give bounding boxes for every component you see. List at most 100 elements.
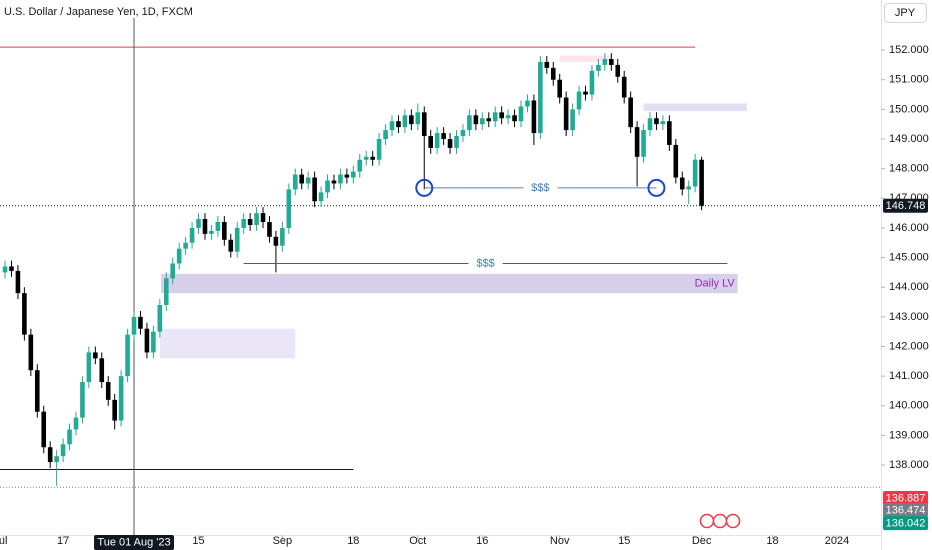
candle-body <box>499 112 504 119</box>
candle-body <box>189 227 195 243</box>
x-tick-label: Oct <box>409 535 426 547</box>
candle-body <box>112 399 117 421</box>
candle-body <box>280 227 285 246</box>
candle-body <box>196 219 201 228</box>
candle-body <box>370 156 375 160</box>
x-tick-label: ul <box>0 535 7 547</box>
candle-body <box>563 97 569 131</box>
candle-body <box>589 70 595 95</box>
candle-body <box>41 411 47 448</box>
candle-body <box>170 263 176 279</box>
event-flags <box>699 513 741 529</box>
x-tick-label: 15 <box>618 535 630 547</box>
candle-body <box>34 370 40 412</box>
price-label-box <box>883 503 928 518</box>
event-flag[interactable] <box>699 513 715 529</box>
candle-body <box>673 144 679 178</box>
candle-body <box>215 222 221 231</box>
candle-body <box>183 242 188 249</box>
x-tick-label: 18 <box>766 535 778 547</box>
candle-body <box>176 248 182 264</box>
candle-body <box>692 159 698 187</box>
candle-body <box>512 115 517 122</box>
event-flag[interactable] <box>725 513 741 529</box>
candle-body <box>583 91 588 95</box>
x-tick-label: 15 <box>192 535 204 547</box>
candle-body <box>428 136 434 148</box>
candle-body <box>93 352 98 359</box>
candle-body <box>331 180 337 184</box>
candle-body <box>209 230 214 234</box>
liquidity-circle <box>415 178 434 197</box>
candle-body <box>157 304 163 332</box>
candle-body <box>86 352 92 383</box>
candle-body <box>228 239 234 252</box>
candle-body <box>15 270 21 294</box>
candle-body <box>138 316 143 329</box>
candle-body <box>396 121 401 128</box>
candle-body <box>621 76 627 98</box>
y-tick-label: 138.000 <box>889 459 929 471</box>
x-tick-label: 17 <box>57 535 69 547</box>
candle-body <box>363 156 369 160</box>
candle-body <box>679 177 685 190</box>
candle-body <box>54 456 59 463</box>
x-tick-label: 18 <box>347 535 359 547</box>
candle-body <box>234 227 240 252</box>
candle-body <box>9 266 14 271</box>
candle-body <box>557 79 563 98</box>
crosshair-label-box <box>94 535 175 550</box>
candle-body <box>492 112 498 122</box>
currency-box[interactable] <box>884 3 927 23</box>
candle-body <box>660 121 666 125</box>
candle-body <box>667 121 672 145</box>
candle-body <box>222 222 227 240</box>
y-tick-label: 146.000 <box>889 222 929 234</box>
candle-body <box>118 376 124 421</box>
candle-body <box>260 213 266 223</box>
candle-body <box>686 186 692 190</box>
candle-body <box>125 334 130 377</box>
candle-body <box>576 91 582 110</box>
y-tick-label: 150.000 <box>889 103 929 115</box>
candle-body <box>267 222 272 237</box>
x-tick-label: Dec <box>692 535 712 547</box>
candle-body <box>654 118 659 125</box>
candle-body <box>2 266 8 273</box>
chart-title: U.S. Dollar / Japanese Yen, 1D, FXCM <box>4 6 193 18</box>
x-tick-label: 16 <box>476 535 488 547</box>
candle-body <box>473 115 479 125</box>
candle-body <box>641 130 646 157</box>
candle-body <box>299 174 305 184</box>
x-tick-label: Sep <box>273 535 293 547</box>
candle-body <box>415 112 421 125</box>
candle-body <box>292 174 298 190</box>
candle-body <box>434 133 440 148</box>
x-tick-label: 2024 <box>825 535 849 547</box>
candle-body <box>615 64 621 77</box>
price-label: 136.474 <box>886 505 926 517</box>
y-tick-label: 152.000 <box>889 44 929 56</box>
liquidity-label: $$$ <box>531 182 549 194</box>
candle-body <box>241 219 246 228</box>
candle-body <box>80 382 85 418</box>
candle-body <box>538 61 543 134</box>
candle-body <box>312 177 317 202</box>
candle-body <box>699 159 704 206</box>
candle-body <box>525 100 530 107</box>
y-tick-label: 145.000 <box>889 251 929 263</box>
event-flag[interactable] <box>712 513 728 529</box>
candle-body <box>409 115 414 125</box>
overlays: $$$ $$$ <box>243 178 728 269</box>
candle-body <box>389 121 395 131</box>
candle-body <box>518 106 524 122</box>
candle-body <box>202 219 208 234</box>
candle-body <box>402 115 408 128</box>
candle-body <box>531 100 537 134</box>
candle-body <box>344 174 350 178</box>
y-tick-label: 148.000 <box>889 163 929 175</box>
candle-body <box>544 61 550 68</box>
candle-body <box>305 177 311 184</box>
candle-body <box>60 444 66 457</box>
